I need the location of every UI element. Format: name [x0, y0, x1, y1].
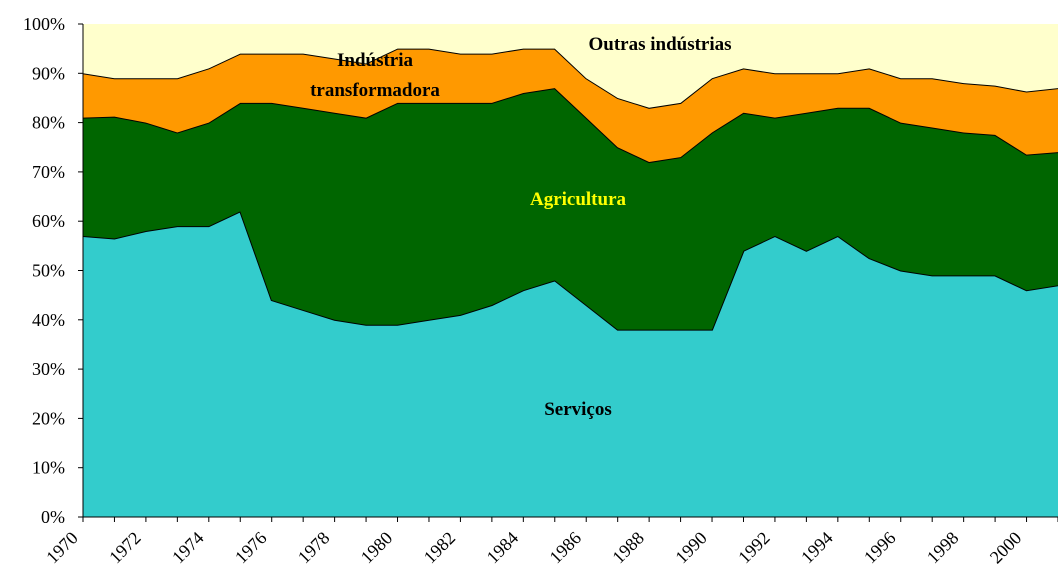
x-tick-label: 1988: [608, 528, 648, 568]
x-tick-label: 1996: [860, 528, 900, 568]
y-tick-label: 90%: [32, 63, 65, 83]
x-tick-label: 1994: [797, 528, 837, 568]
y-tick-label: 60%: [32, 211, 65, 231]
y-tick-label: 100%: [23, 14, 65, 34]
area: [83, 88, 1058, 330]
x-tick-label: 1998: [923, 528, 963, 568]
x-tick-label: 1978: [294, 528, 334, 568]
x-tick-label: 1986: [545, 528, 585, 568]
x-tick-label: 1972: [105, 528, 145, 568]
x-tick-label: 1970: [42, 528, 82, 568]
x-tick-label: 1992: [734, 528, 774, 568]
series-label: Agricultura: [529, 189, 627, 210]
y-tick-label: 80%: [32, 113, 65, 133]
y-tick-label: 50%: [32, 261, 65, 281]
x-tick-label: 2000: [986, 528, 1026, 568]
x-tick-label: 1974: [168, 528, 208, 568]
x-tick-label: 1980: [357, 528, 397, 568]
y-tick-label: 0%: [41, 507, 65, 527]
series-label: Outras indústrias: [588, 34, 732, 55]
series-label: Serviços: [544, 399, 612, 420]
x-tick-label: 1990: [671, 528, 711, 568]
y-tick-label: 40%: [32, 310, 65, 330]
area: [83, 211, 1058, 517]
y-tick-label: 70%: [32, 162, 65, 182]
area: [83, 48, 1058, 163]
y-tick-label: 10%: [32, 458, 65, 478]
x-tick-label: 1976: [231, 528, 271, 568]
x-tick-label: 1982: [420, 528, 460, 568]
series-label: Indústria transformadora: [310, 50, 440, 101]
y-tick-label: 30%: [32, 359, 65, 379]
y-tick-label: 20%: [32, 408, 65, 428]
area: [83, 24, 1058, 108]
x-tick-label: 1984: [483, 528, 523, 568]
